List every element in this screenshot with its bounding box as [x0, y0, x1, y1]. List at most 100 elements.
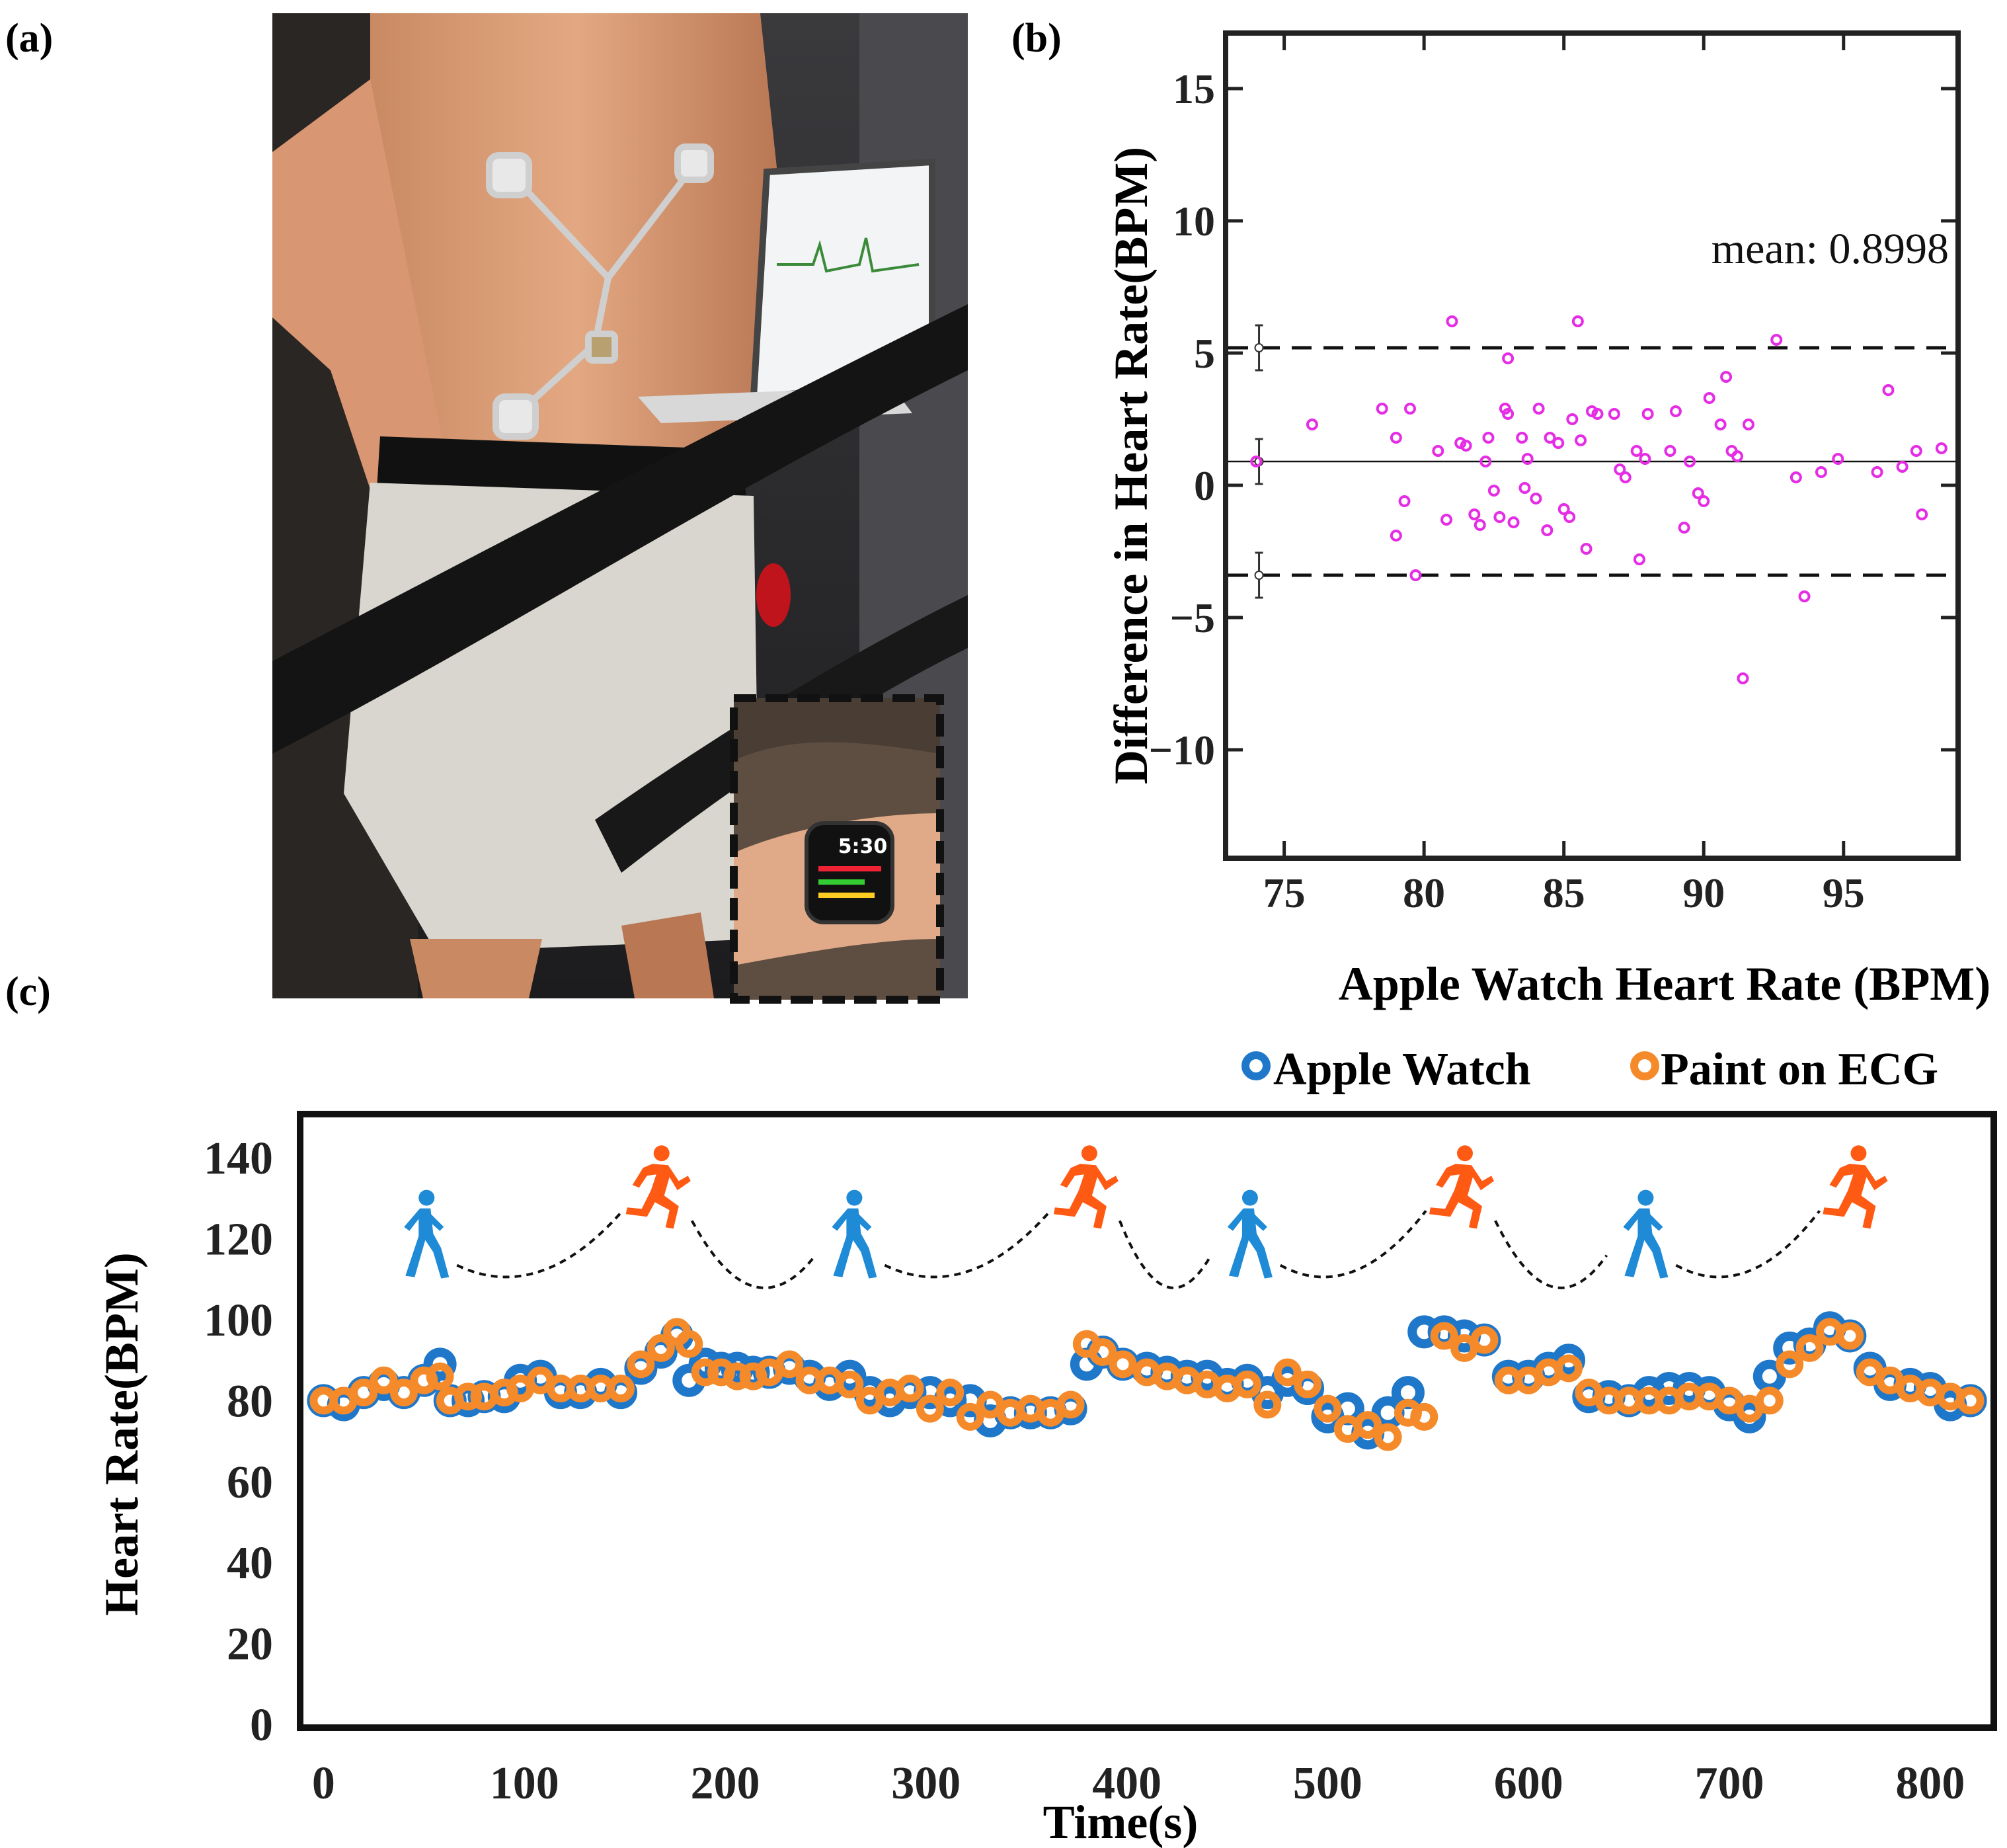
- c-y-tick-label: 140: [204, 1133, 273, 1184]
- legend-paint-on-ecg-label: Paint on ECG: [1661, 1044, 1938, 1095]
- b-y-tick-label: 15: [1173, 65, 1215, 112]
- panel-label-c: (c): [5, 969, 51, 1014]
- c-x-tick-label: 500: [1293, 1758, 1362, 1809]
- paint-on-ecg-point: [1430, 1322, 1458, 1350]
- c-x-tick-label: 100: [490, 1758, 559, 1809]
- legend-paint-on-ecg-marker: [1630, 1051, 1659, 1080]
- b-y-tick-label: 5: [1194, 330, 1215, 377]
- paint-on-ecg-point: [1776, 1350, 1804, 1379]
- paint-on-ecg-point: [1555, 1354, 1583, 1383]
- difference-point: [1398, 495, 1411, 507]
- difference-point: [1250, 456, 1263, 467]
- difference-point: [1790, 471, 1802, 483]
- legend-apple-watch-label: Apple Watch: [1273, 1044, 1531, 1095]
- difference-point: [1575, 434, 1587, 446]
- difference-point: [1641, 408, 1654, 420]
- difference-point: [1502, 352, 1515, 364]
- difference-point: [1544, 432, 1556, 444]
- apple-watch-inset: 5:30: [730, 694, 944, 1004]
- b-y-tick-label: 0: [1194, 462, 1215, 509]
- running-person-icon: [1429, 1145, 1494, 1229]
- paint-on-ecg-point: [389, 1379, 418, 1407]
- difference-point: [1608, 408, 1620, 420]
- difference-point: [1446, 315, 1458, 327]
- paint-on-ecg-point: [426, 1362, 454, 1390]
- difference-point: [1714, 419, 1727, 430]
- difference-point: [1390, 530, 1402, 542]
- b-y-tick-label: −5: [1170, 594, 1215, 641]
- difference-point: [1633, 553, 1645, 565]
- difference-point: [1563, 511, 1576, 523]
- paint-on-ecg-point: [370, 1366, 398, 1394]
- panel-label-b: (b): [1011, 16, 1062, 61]
- heart-rate-time-chart: 0 100 200 300 400 500 600 700 800 0 20 40 60 80 100 120…: [95, 1044, 1997, 1848]
- paint-on-ecg-point: [896, 1375, 924, 1403]
- difference-point: [1306, 419, 1318, 430]
- paint-on-ecg-point: [1354, 1411, 1382, 1439]
- difference-point: [1502, 408, 1515, 420]
- c-x-tick-label: 800: [1895, 1758, 1965, 1809]
- difference-point: [1935, 442, 1948, 454]
- paint-on-ecg-point: [627, 1350, 655, 1379]
- treadmill-rail: [272, 304, 968, 754]
- walking-person-icon: [832, 1189, 877, 1279]
- difference-point: [1871, 466, 1883, 478]
- difference-point: [1669, 405, 1682, 417]
- paint-on-ecg-point: [936, 1379, 964, 1407]
- difference-point: [1530, 493, 1542, 504]
- running-person-icon: [625, 1145, 691, 1229]
- difference-point: [1460, 440, 1472, 452]
- b-x-tick-label: 90: [1682, 869, 1725, 916]
- watch-time: 5:30: [838, 835, 888, 858]
- difference-point: [1832, 453, 1844, 465]
- difference-point: [1591, 408, 1604, 420]
- activity-transition-path: [456, 1209, 1821, 1289]
- device-clip: [756, 563, 791, 627]
- paint-on-ecg-point: [1314, 1394, 1342, 1423]
- paint-on-ecg-point: [1374, 1423, 1402, 1451]
- panel-label-a: (a): [5, 16, 53, 61]
- paint-on-ecg-point: [647, 1334, 675, 1362]
- difference-point: [1541, 524, 1554, 536]
- running-person-icon: [1823, 1145, 1888, 1229]
- paint-on-ecg-point: [1273, 1358, 1302, 1386]
- apple-watch-point: [423, 1347, 457, 1381]
- difference-point: [1737, 672, 1749, 684]
- mean-annotation: mean: 0.8998: [1712, 225, 1949, 273]
- paint-on-ecg-point: [675, 1330, 703, 1358]
- c-y-tick-label: 40: [227, 1538, 273, 1589]
- c-y-tick-label: 100: [204, 1295, 273, 1346]
- paint-on-ecg-point: [1410, 1402, 1438, 1431]
- c-y-tick-label: 0: [250, 1700, 273, 1751]
- c-x-tick-label: 600: [1494, 1758, 1563, 1809]
- difference-point: [1521, 453, 1534, 465]
- difference-point: [1664, 445, 1676, 457]
- difference-point: [1409, 569, 1422, 581]
- difference-point: [1815, 466, 1827, 478]
- difference-point: [1770, 334, 1783, 346]
- paint-on-ecg-point: [916, 1394, 944, 1423]
- paint-on-ecg-point: [607, 1375, 635, 1403]
- legend-apple-watch-marker: [1241, 1051, 1271, 1080]
- difference-point: [1390, 432, 1402, 444]
- paint-on-ecg-point: [1470, 1326, 1499, 1354]
- b-x-tick-label: 80: [1403, 869, 1445, 916]
- difference-point: [1684, 456, 1696, 467]
- c-y-tick-label: 80: [227, 1376, 273, 1427]
- difference-point: [1630, 445, 1643, 457]
- c-x-tick-label: 700: [1695, 1758, 1764, 1809]
- paint-on-ecg-point: [1836, 1322, 1864, 1350]
- difference-point: [1516, 432, 1528, 444]
- b-y-tick-label: 10: [1173, 198, 1215, 245]
- c-y-axis-label: Heart Rate(BPM): [95, 1252, 148, 1616]
- paint-on-ecg-point: [956, 1402, 984, 1431]
- difference-point: [1798, 590, 1811, 602]
- upper-loa-line-ci-center: [1254, 343, 1264, 352]
- paint-on-ecg-point: [1956, 1386, 1985, 1415]
- c-x-tick-label: 200: [691, 1758, 760, 1809]
- c-x-tick-label: 0: [312, 1758, 335, 1809]
- paint-on-ecg-point: [1755, 1386, 1784, 1415]
- paint-on-ecg-point: [1056, 1390, 1085, 1419]
- c-y-tick-label: 120: [204, 1215, 273, 1265]
